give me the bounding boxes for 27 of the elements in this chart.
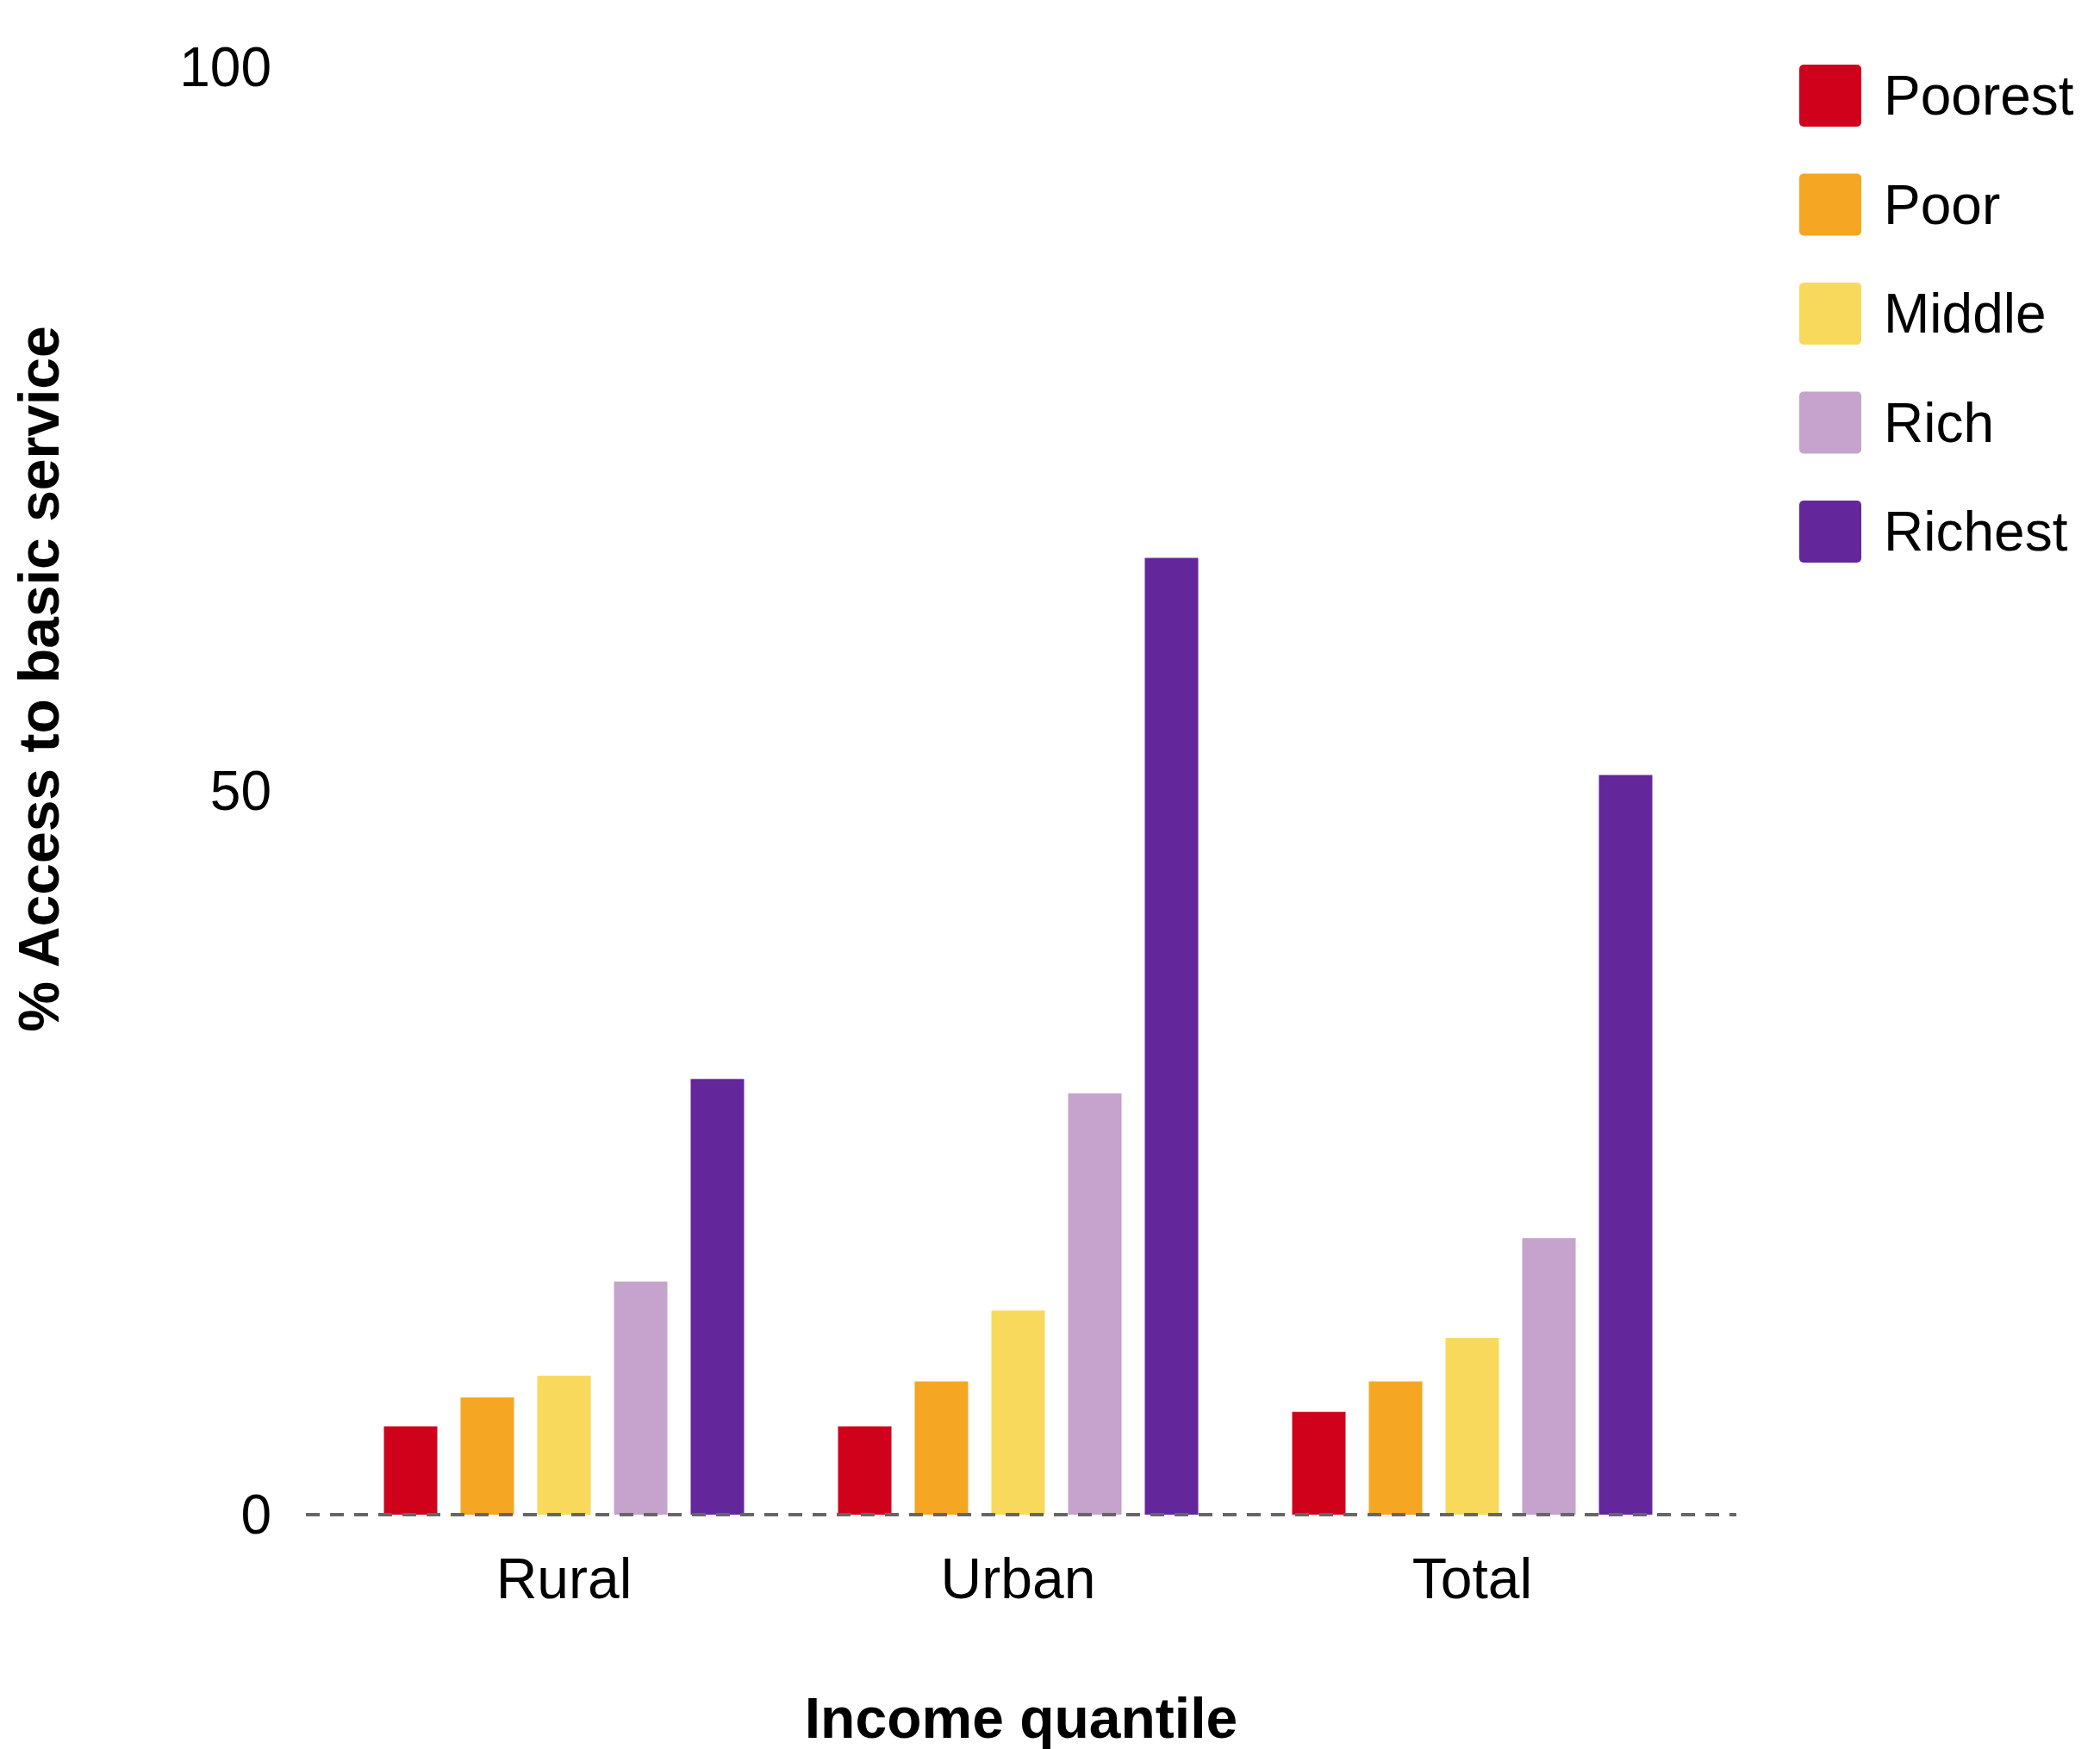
bar [1368,1381,1423,1515]
bar [1068,1093,1122,1515]
bar [537,1375,591,1515]
bar [914,1381,969,1515]
legend-label: Middle [1884,283,2047,345]
bar [1445,1338,1499,1515]
legend-label: Richest [1884,501,2068,563]
x-tick-label: Total [1411,1547,1533,1610]
bar [383,1426,438,1515]
y-tick-label: 0 [240,1484,271,1547]
y-axis-title: % Access to basic service [7,326,71,1032]
bar [1292,1411,1346,1515]
bar [991,1310,1045,1515]
legend-label: Poor [1884,173,2001,236]
bar [1522,1238,1576,1515]
bar [614,1281,668,1515]
y-tick-label: 50 [209,760,271,823]
bar [690,1079,745,1515]
x-tick-label: Urban [940,1547,1096,1610]
legend-label: Poorest [1884,65,2074,128]
x-tick-label: Rural [495,1547,632,1610]
bar [460,1397,514,1515]
y-tick-label: 100 [179,36,271,99]
bar [1144,557,1199,1515]
bar [838,1426,892,1515]
bar [1598,775,1653,1515]
legend-label: Rich [1884,391,1995,454]
